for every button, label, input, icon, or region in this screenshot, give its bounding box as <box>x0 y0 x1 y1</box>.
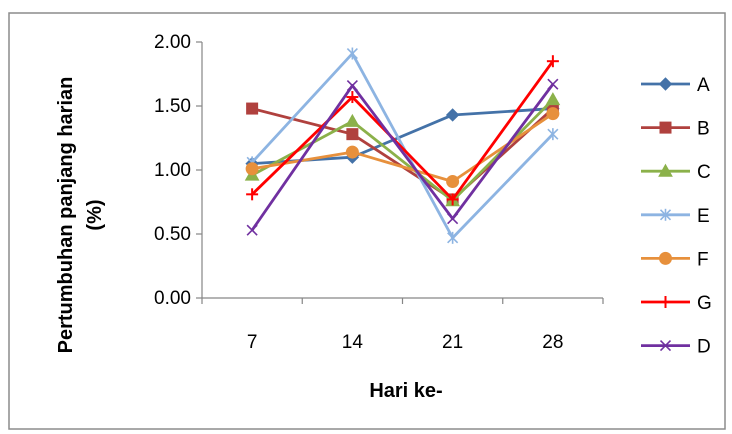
legend-marker-b <box>659 121 672 134</box>
data-point-d <box>447 213 459 225</box>
data-point-d <box>547 78 559 90</box>
data-point-a <box>445 108 460 122</box>
y-axis-title: Pertumbuhan panjang harian (%) <box>55 77 106 354</box>
marker-stroke <box>246 224 258 236</box>
data-point-e <box>346 47 358 60</box>
legend-label-b: B <box>697 119 710 140</box>
legend-item-d: D <box>641 337 711 358</box>
data-point-g <box>246 188 259 201</box>
data-point-b <box>346 128 359 141</box>
legend-item-g: G <box>641 293 712 314</box>
y-tick-label: 2.00 <box>154 32 191 53</box>
y-axis-title-line-1: Pertumbuhan panjang harian <box>55 77 77 354</box>
x-tick-label: 28 <box>542 332 563 353</box>
series-d <box>246 78 559 236</box>
legend-item-a: A <box>641 75 710 96</box>
legend-label-c: C <box>697 162 711 183</box>
series-f <box>245 107 560 189</box>
marker-stroke <box>547 78 559 90</box>
data-point-f <box>546 107 560 121</box>
data-point-e <box>547 128 559 141</box>
chart-border <box>8 12 726 430</box>
data-point-d <box>346 79 358 92</box>
legend-item-f: F <box>641 249 709 270</box>
legend-marker-e <box>659 208 672 221</box>
data-point-f <box>446 175 460 189</box>
data-point-d <box>246 224 258 236</box>
x-tick-label: 21 <box>442 332 463 353</box>
data-point-f <box>245 162 259 176</box>
legend-label-a: A <box>697 75 710 96</box>
marker-stroke <box>346 79 358 92</box>
plot-area: 0.00 0.50 1.00 1.50 2.00 7 14 21 28 <box>154 32 604 353</box>
legend: A B C E F G D <box>641 75 712 358</box>
data-point-b <box>246 102 259 115</box>
x-axis-title: Hari ke- <box>369 380 442 402</box>
series-line-d <box>250 83 554 231</box>
data-point-c <box>345 113 360 127</box>
data-point-f <box>345 145 359 159</box>
y-tick-label: 0.00 <box>154 288 191 309</box>
series-g <box>246 55 559 206</box>
legend-label-e: E <box>697 206 710 227</box>
legend-item-e: E <box>641 206 710 227</box>
y-tick-label: 1.00 <box>154 160 191 181</box>
legend-label-g: G <box>697 293 712 314</box>
legend-label-d: D <box>697 337 711 358</box>
legend-label-f: F <box>697 249 709 270</box>
legend-marker-g <box>659 296 672 308</box>
legend-marker-c <box>658 163 673 177</box>
legend-marker-f <box>659 251 672 265</box>
legend-item-b: B <box>641 119 710 140</box>
data-point-g <box>346 91 359 104</box>
x-tick-label: 7 <box>247 332 258 353</box>
legend-marker-a <box>658 77 673 91</box>
marker-stroke <box>659 340 672 352</box>
legend-item-c: C <box>641 162 711 183</box>
y-axis-title-line-2: (%) <box>84 199 106 230</box>
y-tick-label: 0.50 <box>154 224 191 245</box>
data-point-c <box>545 92 561 106</box>
series-line-g <box>251 60 555 201</box>
data-point-g <box>446 193 459 206</box>
legend-marker-d <box>659 340 672 352</box>
x-tick-label: 14 <box>342 332 364 353</box>
marker-stroke <box>447 213 459 225</box>
data-point-e <box>447 231 459 244</box>
y-tick-label: 1.50 <box>154 96 191 117</box>
data-point-g <box>546 55 559 68</box>
series-line-f <box>251 112 554 183</box>
series-line-e <box>251 52 554 240</box>
